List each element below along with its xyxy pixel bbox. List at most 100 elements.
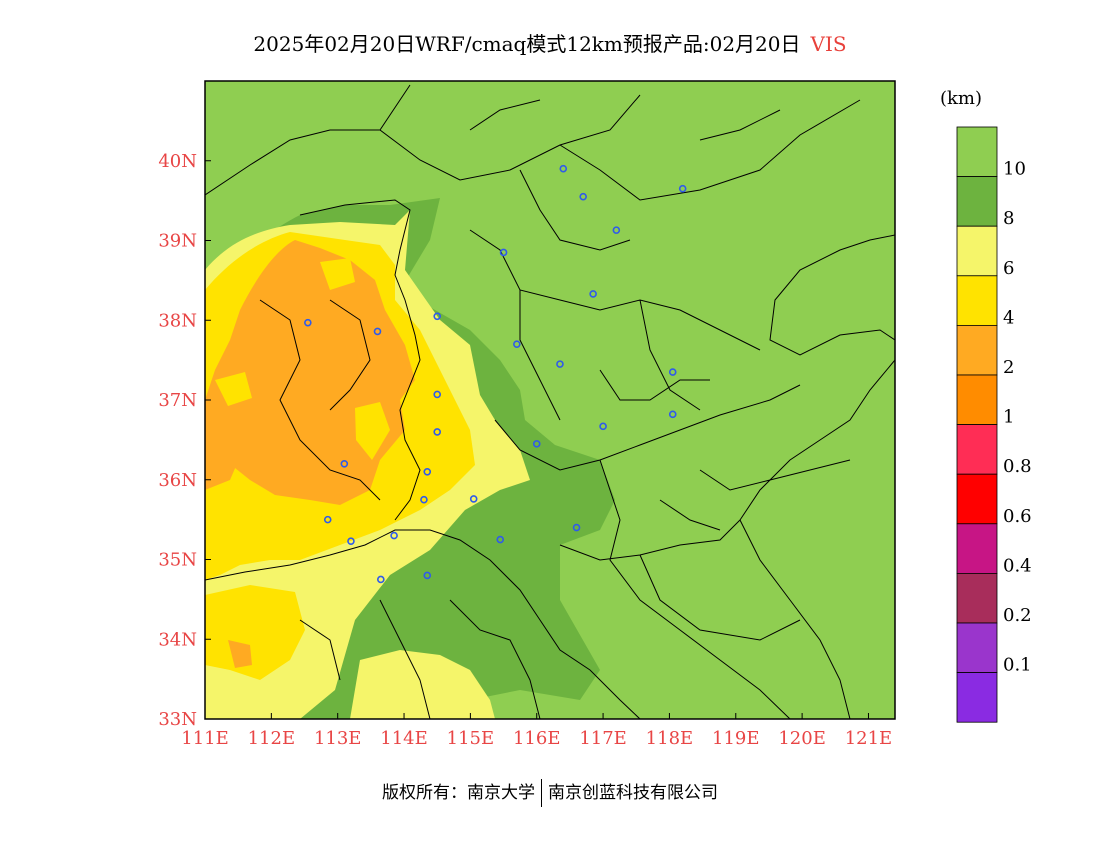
colorbar-label: 10 [1003,159,1026,180]
station-markers [304,164,687,584]
lat-tick-label: 39N [158,231,197,252]
station-marker [556,360,564,368]
coastline-south [739,359,895,719]
station-marker [423,467,432,476]
copyright-text: 版权所有：南京大学 [382,783,535,803]
station-marker [496,535,505,544]
station-marker [373,327,382,336]
station-marker [612,226,621,234]
lon-tick-label: 115E [447,728,495,749]
station-marker [668,410,677,419]
colorbar-swatch [956,225,998,277]
station-marker [304,318,312,327]
title-text: 2025年02月20日WRF/cmaq模式12km预报产品:02月20日 [253,32,801,56]
lon-tick-label: 120E [778,728,826,749]
map-title: 2025年02月20日WRF/cmaq模式12km预报产品:02月20日 VIS [0,28,1100,58]
station-marker [499,248,508,257]
lon-tick-label: 119E [712,728,760,749]
legend-unit: (km) [940,88,983,109]
lon-tick-label: 113E [314,728,362,749]
border-henan [205,529,641,719]
colorbar-swatch [956,126,998,177]
station-marker [340,459,349,468]
station-marker [323,515,332,524]
colorbar-swatch [956,424,998,475]
border-shandong [494,384,801,719]
colorbar-swatch [956,573,998,624]
field-vis-4-island-b [355,402,390,460]
border-north [205,84,861,201]
station-marker [347,537,355,545]
latitude-axis: 33N 34N 35N 36N 37N 38N 39N 40N [158,151,211,730]
border-counties-b [469,229,761,421]
colorbar-label: 4 [1003,307,1014,328]
lon-tick-label: 114E [380,728,428,749]
border-counties-e [469,99,781,251]
lon-tick-label: 117E [579,728,627,749]
colorbar-swatch [956,176,998,227]
colorbar-label: 0.8 [1003,456,1032,477]
border-counties-d [599,369,851,531]
colorbar: 10 8 6 4 2 1 0.8 0.6 0.4 0.2 0.1 [956,126,1032,723]
colorbar-label: 2 [1003,357,1014,378]
station-marker [599,422,607,431]
colorbar-swatch [956,473,998,525]
colorbar-label: 1 [1003,407,1014,428]
station-marker [532,440,541,448]
visibility-field [205,81,895,719]
colorbar-label: 8 [1003,208,1014,229]
footer-separator [541,779,542,807]
lat-tick-label: 33N [158,709,197,730]
longitude-axis: 111E 112E 113E 114E 115E 116E 117E 118E 119E 120E… [181,713,892,749]
station-marker [572,523,581,532]
station-marker [513,340,521,348]
lat-tick-label: 35N [158,550,197,571]
lon-tick-label: 111E [181,728,229,749]
colorbar-swatch [956,622,998,673]
station-marker [377,575,385,584]
footer: 版权所有：南京大学 南京创蓝科技有限公司 [0,778,1100,807]
colorbar-swatch [956,374,998,425]
lat-tick-label: 34N [158,629,197,650]
station-marker [390,531,398,540]
station-marker [433,428,442,436]
station-marker [469,495,478,503]
station-marker [579,192,587,201]
field-vis-4-island-c [215,372,252,406]
colorbar-swatch [956,275,998,326]
lat-tick-label: 37N [158,390,197,411]
colorbar-label: 0.4 [1003,555,1032,576]
field-vis-2-south [228,640,252,668]
colorbar-label: 0.2 [1003,605,1032,626]
station-marker [589,290,597,298]
colorbar-label: 0.1 [1003,655,1032,676]
boundary-lines [205,84,895,719]
colorbar-swatch [956,523,998,574]
station-marker [423,571,432,580]
border-hebei-shanxi [299,199,421,521]
station-marker [433,390,442,399]
station-marker [433,312,442,321]
lat-tick-label: 40N [158,151,197,172]
field-vis-6-south [350,650,495,719]
colorbar-swatch [956,672,998,723]
lon-tick-label: 116E [513,728,561,749]
lon-tick-label: 112E [248,728,296,749]
colorbar-swatch [956,324,998,376]
lon-tick-label: 121E [845,728,893,749]
coastline [769,234,895,356]
lat-tick-label: 38N [158,310,197,331]
station-marker [668,368,677,376]
border-jiangsu [559,519,801,641]
colorbar-label: 0.6 [1003,506,1032,527]
lat-tick-label: 36N [158,470,197,491]
company-text: 南京创蓝科技有限公司 [548,783,718,803]
title-variable: VIS [810,32,847,56]
station-marker [559,164,568,173]
field-vis-2-west [205,400,245,490]
border-counties-c [299,599,541,719]
border-counties-a [259,299,381,501]
station-marker [420,495,428,504]
field-vis-4-island-a [320,258,355,290]
